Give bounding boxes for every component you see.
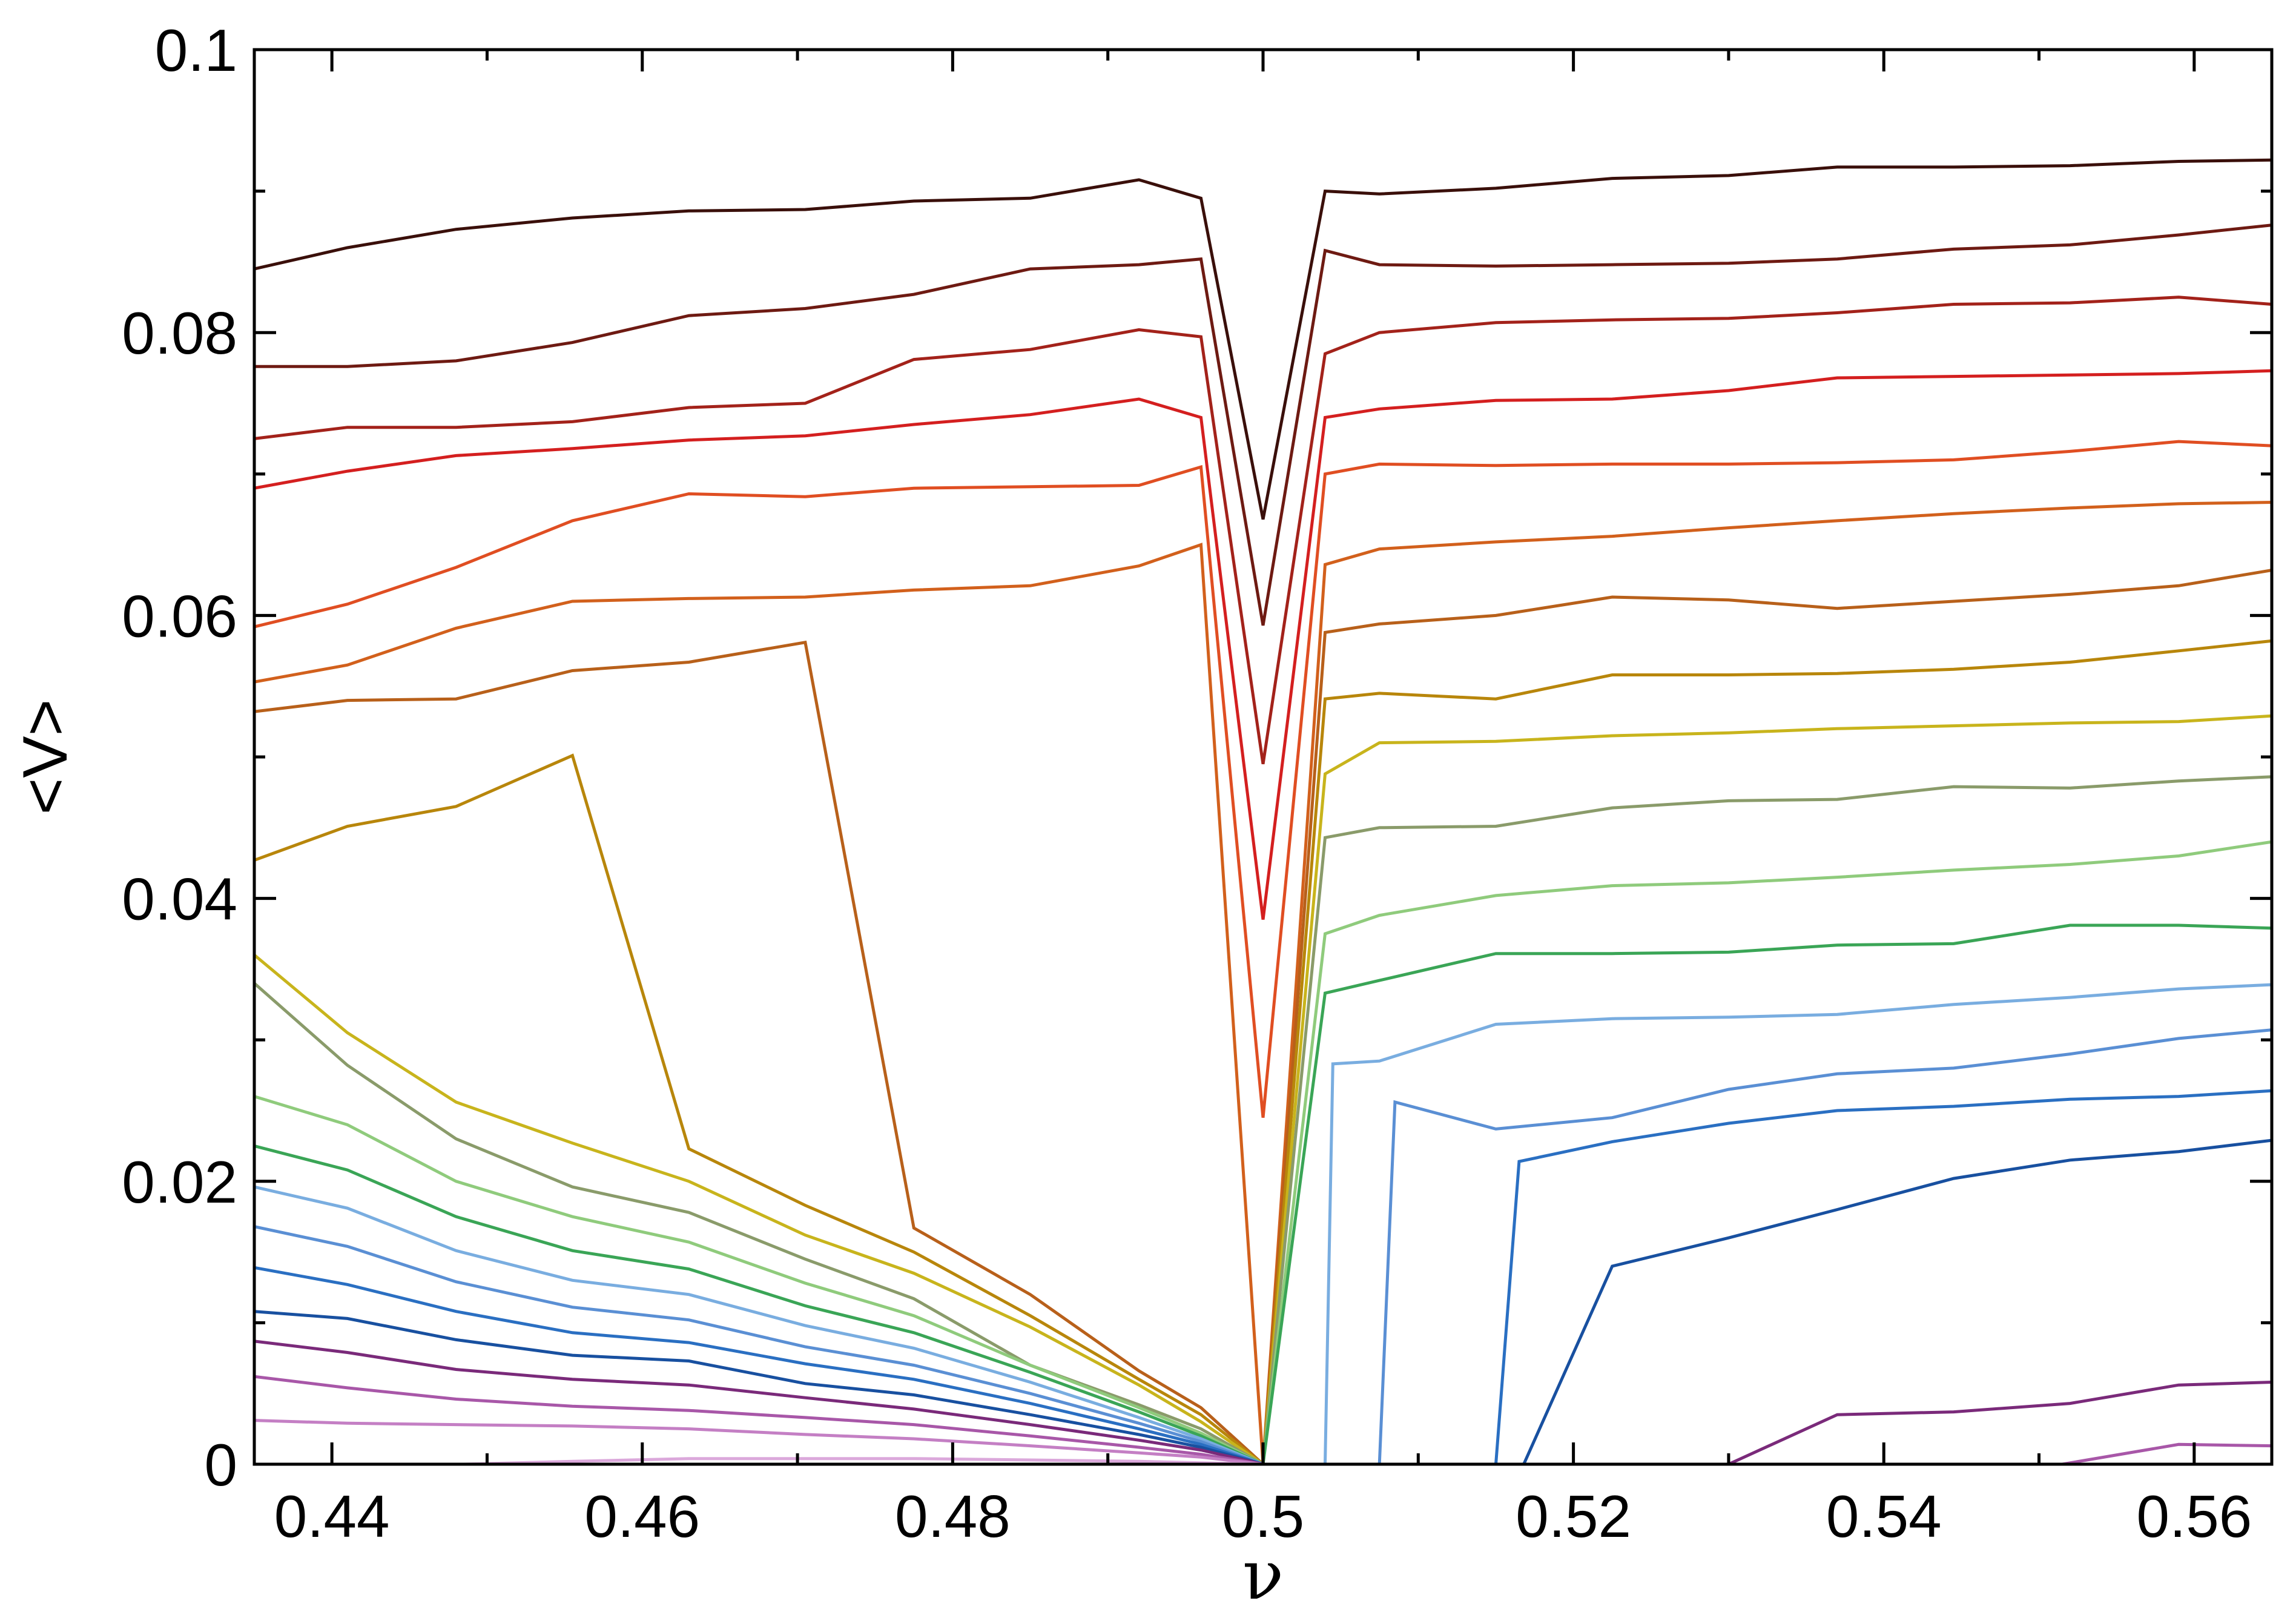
series-line-5 bbox=[254, 440, 2272, 1118]
series-line-12 bbox=[254, 923, 2272, 1464]
series-line-19 bbox=[254, 1419, 1264, 1464]
x-axis-label: ν bbox=[1242, 1536, 1284, 1615]
series-line-10 bbox=[254, 775, 2272, 1464]
series-line-16 bbox=[254, 1138, 2272, 1464]
axes-layer: 0.44 0.46 0.48 0.5 0.52 0.54 0.56 0 0.02 0.04 0.06… bbox=[122, 17, 2274, 1550]
x-tick-label: 0.5 bbox=[1222, 1483, 1304, 1550]
series-line-20 bbox=[463, 1457, 1264, 1464]
y-tick-label: 0.04 bbox=[122, 866, 237, 933]
y-axis-label: <V> bbox=[10, 699, 81, 815]
x-tick-label: 0.54 bbox=[1826, 1483, 1942, 1550]
series-line-18 bbox=[254, 1375, 2272, 1464]
x-tick-label: 0.56 bbox=[2136, 1483, 2252, 1550]
x-tick-label: 0.46 bbox=[584, 1483, 700, 1550]
series-line-14 bbox=[254, 1028, 2272, 1464]
x-tick-label: 0.52 bbox=[1516, 1483, 1631, 1550]
series-line-4 bbox=[254, 369, 2272, 920]
series-line-3 bbox=[254, 296, 2272, 765]
series-line-17 bbox=[254, 1339, 2272, 1464]
series-line-6 bbox=[254, 501, 2272, 1464]
series-line-7 bbox=[254, 569, 2272, 1464]
y-tick-label: 0.08 bbox=[122, 300, 237, 366]
y-tick-label: 0.02 bbox=[122, 1149, 237, 1215]
series-line-1 bbox=[254, 158, 2272, 520]
series-line-11 bbox=[254, 840, 2272, 1464]
series-line-2 bbox=[254, 223, 2272, 626]
y-tick-label: 0.1 bbox=[155, 17, 237, 84]
y-tick-label: 0 bbox=[204, 1432, 237, 1498]
y-tick-label: 0.06 bbox=[122, 583, 237, 649]
series-line-9 bbox=[254, 714, 2272, 1464]
series-line-8 bbox=[254, 639, 2272, 1464]
series-layer bbox=[254, 158, 2272, 1464]
x-tick-label: 0.44 bbox=[274, 1483, 390, 1550]
series-line-13 bbox=[254, 983, 2272, 1464]
x-tick-label: 0.48 bbox=[895, 1483, 1011, 1550]
